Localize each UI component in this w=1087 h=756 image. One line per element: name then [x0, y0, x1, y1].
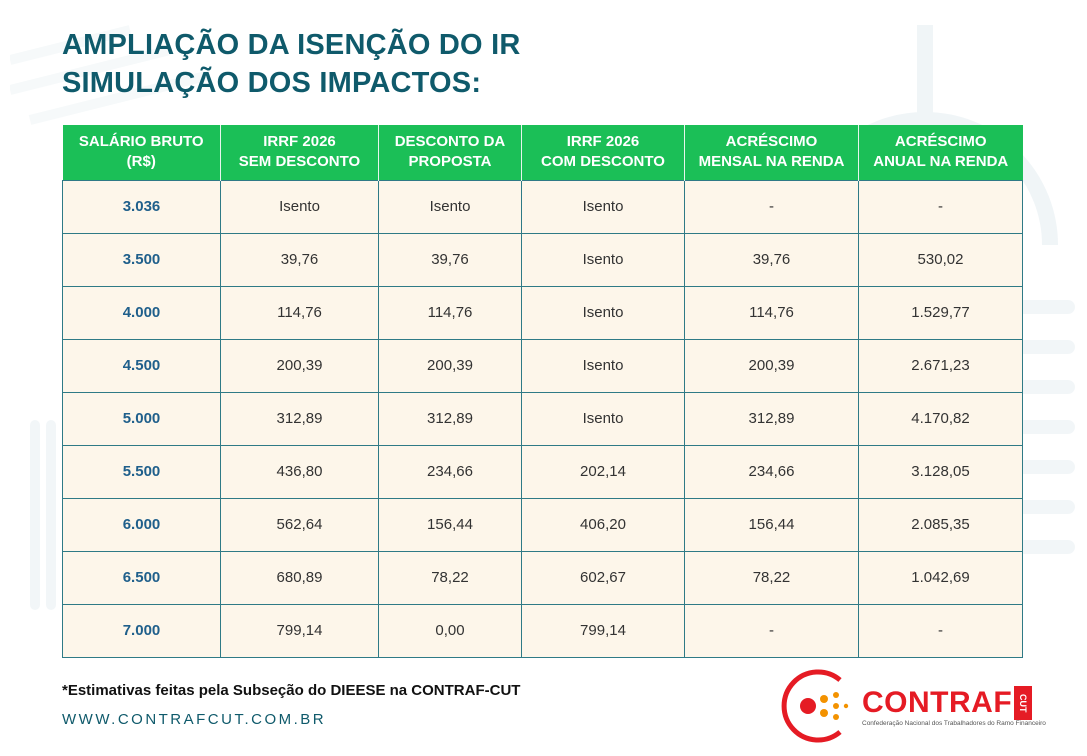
- value-cell: Isento: [521, 338, 685, 393]
- table-header: SALÁRIO BRUTO (R$) IRRF 2026 SEM DESCONTO …: [62, 125, 1023, 180]
- table-row: 4.000 114,76 114,76 Isento 114,76 1.529,77: [62, 285, 1023, 340]
- table-row: 4.500 200,39 200,39 Isento 200,39 2.671,23: [62, 338, 1023, 393]
- table-row: 6.500 680,89 78,22 602,67 78,22 1.042,69: [62, 550, 1023, 605]
- value-cell: 200,39: [220, 338, 379, 393]
- value-cell: 39,76: [684, 232, 859, 287]
- header-acrescimo-mensal: ACRÉSCIMO MENSAL NA RENDA: [684, 125, 859, 180]
- value-cell: 4.170,82: [858, 391, 1023, 446]
- value-cell: -: [684, 179, 859, 234]
- value-cell: 1.042,69: [858, 550, 1023, 605]
- title-line-2: SIMULAÇÃO DOS IMPACTOS:: [62, 67, 482, 99]
- value-cell: 156,44: [684, 497, 859, 552]
- value-cell: -: [684, 603, 859, 658]
- value-cell: 602,67: [521, 550, 685, 605]
- contraf-logo-wordmark: CONTRAF: [862, 686, 1013, 719]
- salary-cell: 6.500: [62, 550, 221, 605]
- table-row: 7.000 799,14 0,00 799,14- -: [62, 603, 1023, 658]
- value-cell: 562,64: [220, 497, 379, 552]
- value-cell: 200,39: [378, 338, 522, 393]
- table-row: 5.500 436,80 234,66 202,14 234,66 3.128,05: [62, 444, 1023, 499]
- header-irrf-com-desconto: IRRF 2026 COM DESCONTO: [521, 125, 685, 180]
- value-cell: 156,44: [378, 497, 522, 552]
- value-cell: 680,89: [220, 550, 379, 605]
- contraf-logo-icon: [781, 669, 849, 743]
- table-body: 3.036 Isento Isento Isento - -3.500 39,76 39,76…: [62, 179, 1023, 658]
- salary-cell: 3.500: [62, 232, 221, 287]
- value-cell: 78,22: [378, 550, 522, 605]
- value-cell: 312,89: [220, 391, 379, 446]
- value-cell: 114,76: [378, 285, 522, 340]
- value-cell: -: [858, 179, 1023, 234]
- salary-cell: 5.500: [62, 444, 221, 499]
- value-cell: Isento: [220, 179, 379, 234]
- value-cell: 0,00: [378, 603, 522, 658]
- value-cell: 39,76: [220, 232, 379, 287]
- value-cell: 114,76: [684, 285, 859, 340]
- value-cell: Isento: [521, 391, 685, 446]
- header-row: SALÁRIO BRUTO (R$) IRRF 2026 SEM DESCONTO …: [62, 125, 1023, 180]
- table-row: 5.000 312,89 312,89 Isento 312,89 4.170,82: [62, 391, 1023, 446]
- value-cell: 1.529,77: [858, 285, 1023, 340]
- salary-cell: 4.500: [62, 338, 221, 393]
- header-acrescimo-anual: ACRÉSCIMO ANUAL NA RENDA: [858, 125, 1023, 180]
- value-cell: 799,14: [220, 603, 379, 658]
- website-link[interactable]: WWW.CONTRAFCUT.COM.BR: [62, 711, 327, 728]
- value-cell: 234,66: [684, 444, 859, 499]
- background-stripes-decoration: [1015, 300, 1075, 554]
- value-cell: 406,20: [521, 497, 685, 552]
- header-desconto-proposta: DESCONTO DA PROPOSTA: [378, 125, 522, 180]
- header-salario-bruto: SALÁRIO BRUTO (R$): [62, 125, 221, 180]
- value-cell: 312,89: [684, 391, 859, 446]
- contraf-logo: CONTRAF CUT Confederação Nacional dos Tr…: [778, 668, 1046, 744]
- value-cell: 312,89: [378, 391, 522, 446]
- title-line-1: AMPLIAÇÃO DA ISENÇÃO DO IR: [62, 29, 521, 61]
- value-cell: 234,66: [378, 444, 522, 499]
- salary-cell: 4.000: [62, 285, 221, 340]
- value-cell: 39,76: [378, 232, 522, 287]
- header-irrf-sem-desconto: IRRF 2026 SEM DESCONTO: [220, 125, 379, 180]
- value-cell: -: [858, 603, 1023, 658]
- value-cell: 114,76: [220, 285, 379, 340]
- value-cell: 530,02: [858, 232, 1023, 287]
- value-cell: 799,14: [521, 603, 685, 658]
- value-cell: Isento: [521, 232, 685, 287]
- value-cell: 2.671,23: [858, 338, 1023, 393]
- value-cell: Isento: [378, 179, 522, 234]
- value-cell: Isento: [521, 285, 685, 340]
- cut-badge: CUT: [1014, 686, 1032, 720]
- value-cell: 202,14: [521, 444, 685, 499]
- salary-cell: 6.000: [62, 497, 221, 552]
- footnote: *Estimativas feitas pela Subseção do DIE…: [62, 682, 521, 699]
- table-row: 3.036 Isento Isento Isento - -: [62, 179, 1023, 234]
- contraf-logo-subtitle: Confederação Nacional dos Trabalhadores …: [862, 720, 1046, 727]
- value-cell: 200,39: [684, 338, 859, 393]
- value-cell: Isento: [521, 179, 685, 234]
- table-row: 3.500 39,76 39,76 Isento 39,76 530,02: [62, 232, 1023, 287]
- value-cell: 436,80: [220, 444, 379, 499]
- salary-cell: 5.000: [62, 391, 221, 446]
- salary-cell: 3.036: [62, 179, 221, 234]
- value-cell: 78,22: [684, 550, 859, 605]
- value-cell: 3.128,05: [858, 444, 1023, 499]
- page-title: AMPLIAÇÃO DA ISENÇÃO DO IR SIMULAÇÃO DOS…: [62, 26, 520, 102]
- value-cell: 2.085,35: [858, 497, 1023, 552]
- table-row: 6.000 562,64 156,44 406,20 156,44 2.085,35: [62, 497, 1023, 552]
- salary-cell: 7.000: [62, 603, 221, 658]
- simulation-table: SALÁRIO BRUTO (R$) IRRF 2026 SEM DESCONTO …: [62, 125, 1023, 658]
